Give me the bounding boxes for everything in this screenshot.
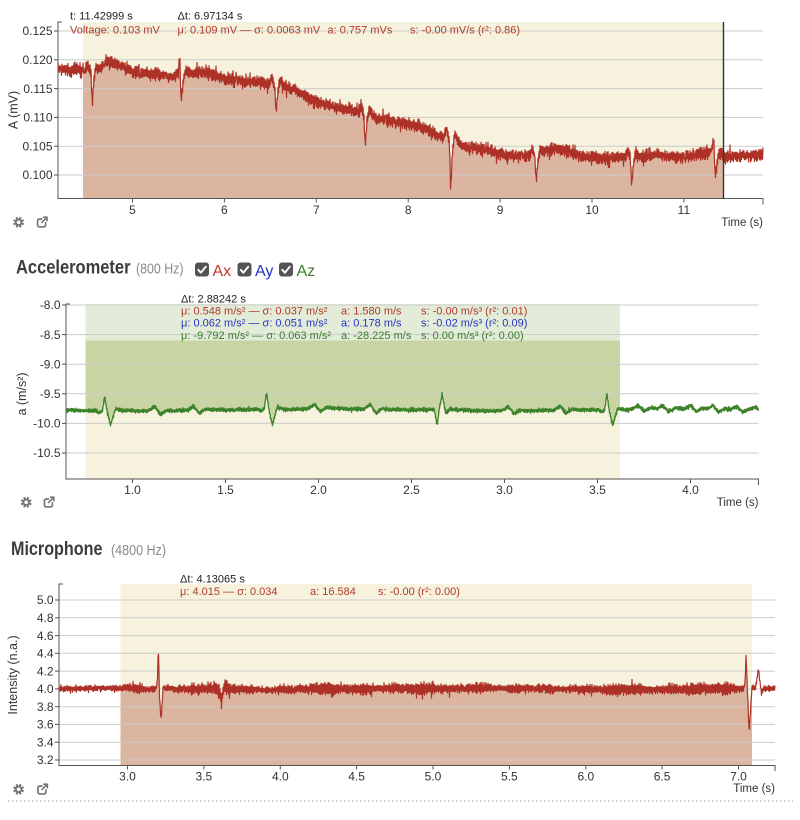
- svg-text:Ax: Ax: [213, 263, 232, 280]
- svg-text:-10.0: -10.0: [33, 417, 61, 431]
- svg-text:s: -0.00 mV/s (r²: 0.86): s: -0.00 mV/s (r²: 0.86): [410, 25, 520, 37]
- svg-text:3.8: 3.8: [37, 700, 54, 714]
- svg-text:2.5: 2.5: [403, 483, 420, 497]
- svg-text:4.0: 4.0: [272, 770, 289, 784]
- svg-text:8: 8: [405, 203, 412, 217]
- svg-text:10: 10: [585, 203, 599, 217]
- svg-text:3.0: 3.0: [496, 483, 513, 497]
- svg-text:4.4: 4.4: [37, 647, 54, 661]
- svg-text:4.0: 4.0: [682, 483, 699, 497]
- svg-text:s: -0.00 (r²: 0.00): s: -0.00 (r²: 0.00): [378, 586, 460, 598]
- svg-text:Δt: 4.13065 s: Δt: 4.13065 s: [180, 574, 245, 586]
- svg-text:5: 5: [129, 203, 136, 217]
- svg-text:5.5: 5.5: [501, 770, 518, 784]
- svg-text:μ: 0.548 m/s² — σ: 0.037 m/s²: μ: 0.548 m/s² — σ: 0.037 m/s²: [181, 306, 328, 318]
- svg-text:a: 1.580 m/s: a: 1.580 m/s: [341, 306, 402, 318]
- svg-text:3.5: 3.5: [589, 483, 606, 497]
- svg-text:a: -28.225 m/s: a: -28.225 m/s: [341, 330, 412, 342]
- svg-text:6: 6: [221, 203, 228, 217]
- svg-text:Az: Az: [297, 263, 316, 280]
- svg-text:3.6: 3.6: [37, 718, 54, 732]
- svg-text:s: 0.00 m/s³ (r²: 0.00): s: 0.00 m/s³ (r²: 0.00): [421, 330, 524, 342]
- svg-text:Δt: 6.97134 s: Δt: 6.97134 s: [178, 11, 243, 23]
- svg-text:9: 9: [497, 203, 504, 217]
- svg-text:μ: 4.015 — σ: 0.034: μ: 4.015 — σ: 0.034: [180, 586, 278, 598]
- svg-text:11: 11: [678, 203, 691, 217]
- svg-text:3.0: 3.0: [119, 770, 136, 784]
- svg-text:7.0: 7.0: [730, 770, 747, 784]
- svg-text:Time (s): Time (s): [721, 217, 763, 229]
- svg-text:(4800 Hz): (4800 Hz): [111, 543, 166, 559]
- svg-text:-9.0: -9.0: [40, 357, 61, 371]
- svg-text:0.105: 0.105: [22, 139, 52, 153]
- svg-text:0.100: 0.100: [22, 168, 52, 182]
- svg-text:-9.5: -9.5: [40, 387, 61, 401]
- svg-text:6.5: 6.5: [654, 770, 671, 784]
- svg-text:1.0: 1.0: [124, 483, 141, 497]
- svg-text:s: -0.00 m/s³ (r²: 0.01): s: -0.00 m/s³ (r²: 0.01): [421, 306, 527, 318]
- svg-text:5.0: 5.0: [425, 770, 442, 784]
- svg-text:(800 Hz): (800 Hz): [136, 262, 184, 278]
- svg-text:a (m/s²): a (m/s²): [15, 372, 29, 415]
- svg-text:t: 11.42999 s: t: 11.42999 s: [70, 11, 133, 23]
- svg-text:0.110: 0.110: [23, 111, 52, 125]
- svg-text:μ: 0.062 m/s² — σ: 0.051 m/s²: μ: 0.062 m/s² — σ: 0.051 m/s²: [181, 318, 328, 330]
- svg-text:2.0: 2.0: [310, 483, 327, 497]
- svg-text:μ: -9.792 m/s² — σ: 0.063 m/s²: μ: -9.792 m/s² — σ: 0.063 m/s²: [181, 330, 331, 342]
- svg-text:Voltage: 0.103 mV: Voltage: 0.103 mV: [70, 25, 161, 37]
- svg-text:-8.0: -8.0: [40, 298, 61, 312]
- svg-text:A (mV): A (mV): [7, 91, 21, 129]
- svg-text:3.5: 3.5: [196, 770, 213, 784]
- svg-text:0.125: 0.125: [22, 24, 52, 38]
- svg-text:Accelerometer: Accelerometer: [16, 258, 131, 279]
- svg-text:3.4: 3.4: [37, 735, 54, 749]
- svg-text:6.0: 6.0: [577, 770, 594, 784]
- svg-text:0.115: 0.115: [23, 82, 52, 96]
- svg-text:1.5: 1.5: [217, 483, 234, 497]
- svg-text:4.6: 4.6: [37, 629, 54, 643]
- svg-text:Ay: Ay: [255, 263, 273, 280]
- svg-text:a: 16.584: a: 16.584: [310, 586, 356, 598]
- svg-text:μ: 0.109 mV — σ: 0.0063 mV: μ: 0.109 mV — σ: 0.0063 mV: [178, 25, 321, 37]
- svg-text:Time (s): Time (s): [717, 497, 759, 509]
- svg-text:4.5: 4.5: [348, 770, 365, 784]
- svg-text:0.120: 0.120: [22, 53, 52, 67]
- svg-text:s: -0.02 m/s³ (r²: 0.09): s: -0.02 m/s³ (r²: 0.09): [421, 318, 527, 330]
- svg-text:a: 0.757 mVs: a: 0.757 mVs: [328, 25, 393, 37]
- svg-text:a: 0.178 m/s: a: 0.178 m/s: [341, 318, 402, 330]
- svg-text:Intensity (n.a.): Intensity (n.a.): [6, 635, 20, 714]
- svg-text:Microphone: Microphone: [11, 539, 103, 560]
- svg-text:4.2: 4.2: [37, 664, 54, 678]
- svg-text:4.8: 4.8: [37, 611, 54, 625]
- svg-text:Δt: 2.88242 s: Δt: 2.88242 s: [181, 294, 246, 306]
- svg-text:4.0: 4.0: [37, 682, 54, 696]
- svg-text:5.0: 5.0: [37, 593, 54, 607]
- svg-text:-10.5: -10.5: [33, 446, 61, 460]
- svg-text:3.2: 3.2: [37, 753, 54, 767]
- svg-text:Time (s): Time (s): [733, 783, 775, 795]
- svg-text:-8.5: -8.5: [40, 328, 61, 342]
- svg-text:7: 7: [313, 203, 320, 217]
